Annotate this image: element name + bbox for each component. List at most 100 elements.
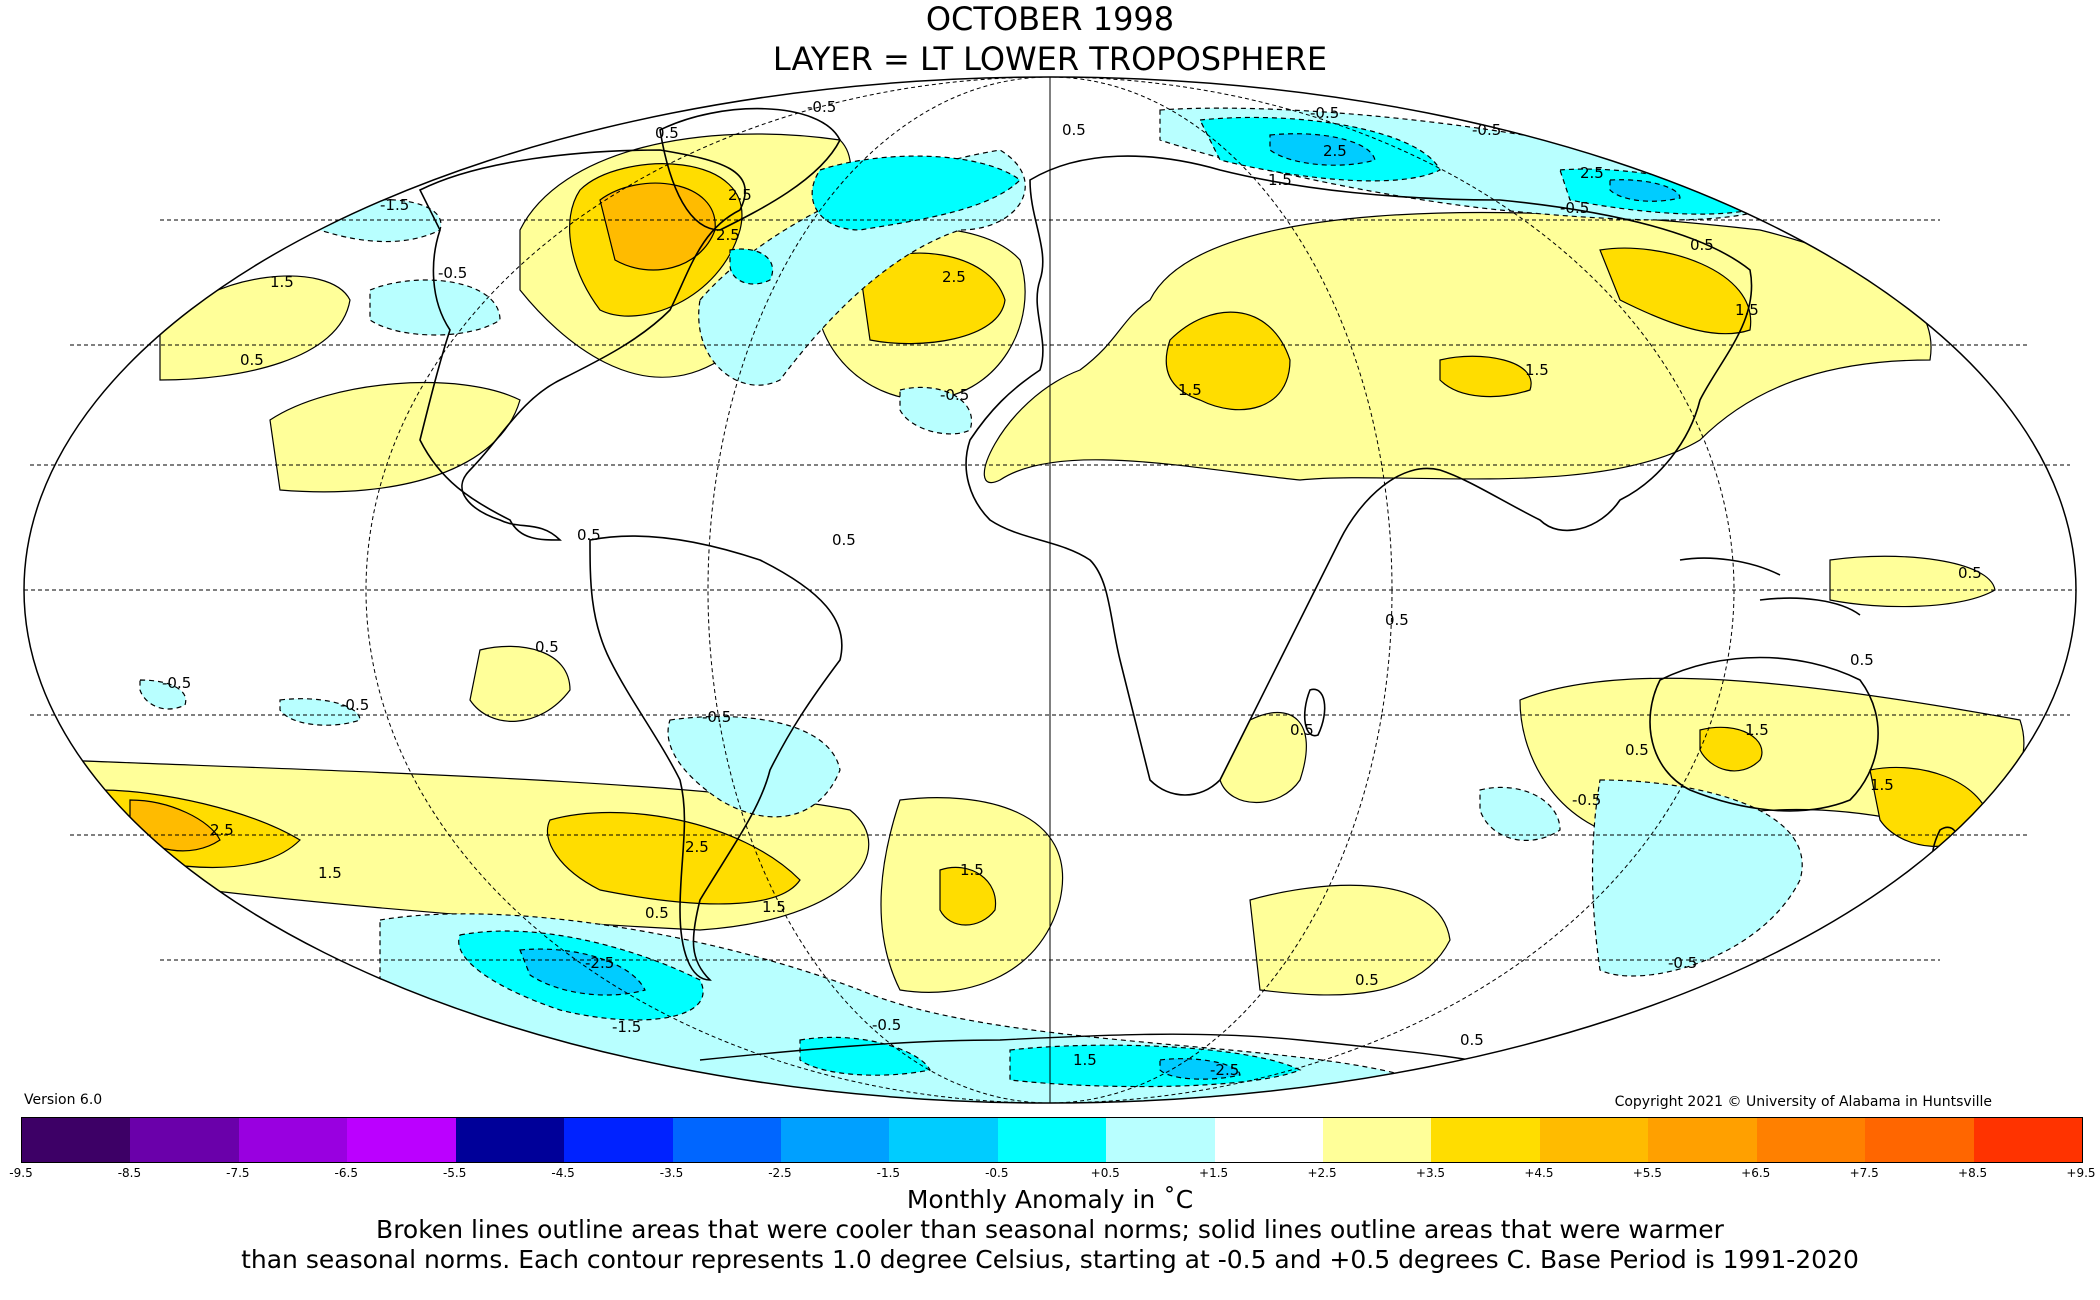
- contour-label: 0.5: [577, 526, 601, 544]
- explanation-text-line2: than seasonal norms. Each contour repres…: [241, 1245, 1859, 1274]
- contour-label: 1.5: [1870, 776, 1894, 794]
- meridian-line: [707, 76, 1393, 1104]
- contour-label: 0.5: [832, 531, 856, 549]
- contour-label: 1.5: [1525, 361, 1549, 379]
- cool-region-tropical-pacific: [279, 698, 361, 726]
- contour-label: 0.5: [1958, 564, 1982, 582]
- warm-core-australia: [1699, 726, 1763, 772]
- warm-core-middle-east: [1165, 311, 1291, 411]
- copyright-notice: Copyright 2021 © University of Alabama i…: [1614, 1094, 1992, 1110]
- color-scale-tick-label: +8.5: [1958, 1166, 1988, 1180]
- warm-core-tibet: [1439, 355, 1532, 398]
- meridian-line: [365, 76, 1735, 1104]
- contour-label: 0.5: [240, 351, 264, 369]
- contour-label: 0.5: [1460, 1031, 1484, 1049]
- explanation-text-line1: Broken lines outline areas that were coo…: [376, 1215, 1724, 1244]
- contour-label: 0.5: [1385, 611, 1409, 629]
- contour-label: 0.5: [645, 904, 669, 922]
- cool-peak-east-siberia: [1609, 179, 1681, 202]
- color-scale-tick-label: -8.5: [117, 1166, 142, 1180]
- warm-core-south-atlantic: [939, 866, 997, 926]
- globe-outline: [23, 76, 2077, 1104]
- contour-label: 1.5: [960, 861, 984, 879]
- warm-region-south-america: [469, 645, 571, 722]
- contour-label: -0.5: [807, 98, 836, 116]
- contour-label: -1.5: [380, 196, 409, 214]
- contour-label: 2.5: [685, 838, 709, 856]
- contour-label: 2.5: [942, 268, 966, 286]
- cool-region-east-atlantic: [899, 386, 973, 435]
- color-scale-tick-label: +9.5: [2066, 1166, 2096, 1180]
- color-scale-tick-label: +5.5: [1632, 1166, 1662, 1180]
- color-scale-tick-label: -6.5: [334, 1166, 358, 1180]
- color-scale-tick-label: +6.5: [1741, 1166, 1771, 1180]
- color-scale-cell: [1323, 1118, 1432, 1162]
- contour-label: -0.5: [1572, 791, 1601, 809]
- cool-core-north-atlantic: [811, 155, 1021, 231]
- south-america-outline: [589, 535, 843, 981]
- anomaly-map: -0.5 0.5 0.5 -0.5 2.5 1.5 -0.5 2.5 -0.5 …: [23, 76, 2077, 1104]
- contour-label: 0.5: [1355, 971, 1379, 989]
- color-scale-cell: [889, 1118, 998, 1162]
- contour-label: -0.5: [702, 708, 731, 726]
- map-title: OCTOBER 1998: [925, 0, 1175, 38]
- color-scale-tick-label: -1.5: [876, 1166, 901, 1180]
- contour-label: 1.5: [1745, 721, 1769, 739]
- color-scale-cell: [1648, 1118, 1757, 1162]
- color-scale-cell: [22, 1118, 131, 1162]
- contour-label: -1.5: [612, 1018, 641, 1036]
- color-scale-bar: [21, 1117, 2083, 1163]
- contour-label: -2.5: [585, 954, 614, 972]
- contour-label: 1.5: [762, 898, 786, 916]
- contour-label: 0.5: [1850, 651, 1874, 669]
- cool-region-northeast-pacific: [369, 279, 501, 336]
- north-america-outline: [418, 149, 746, 541]
- cool-region-south-indian: [1479, 786, 1561, 841]
- indonesia-outline: [1679, 557, 1861, 616]
- cool-region-south-america: [667, 715, 841, 818]
- contour-label: 1.5: [1735, 301, 1759, 319]
- color-scale-tick-label: -9.5: [9, 1166, 33, 1180]
- color-scale-cell: [347, 1118, 456, 1162]
- madagascar-outline: [1303, 688, 1326, 737]
- contour-label: 0.5: [1625, 741, 1649, 759]
- greenland-outline: [659, 107, 841, 231]
- color-scale-tick-label: -2.5: [768, 1166, 792, 1180]
- color-scale-cell: [997, 1118, 1107, 1162]
- contour-label: 0.5: [1690, 236, 1714, 254]
- contour-label: 0.5: [1062, 121, 1086, 139]
- cool-peak-siberia: [1269, 133, 1376, 166]
- cool-core-gulf: [729, 248, 774, 285]
- contour-label: 2.5: [716, 226, 740, 244]
- contour-label: 1.5: [270, 273, 294, 291]
- contour-labels: -0.5 0.5 0.5 -0.5 2.5 1.5 -0.5 2.5 -0.5 …: [162, 98, 1982, 1079]
- color-scale-cell: [455, 1118, 565, 1162]
- contour-label: 0.5: [1290, 721, 1314, 739]
- cool-anomaly-peaks: [519, 133, 1681, 1080]
- contour-label: -0.5: [1560, 199, 1589, 217]
- cool-peak-southern-ocean: [519, 948, 646, 996]
- warm-region-southern-africa: [1219, 711, 1307, 803]
- version-label: Version 6.0: [24, 1092, 103, 1108]
- color-scale-tick-label: +0.5: [1090, 1166, 1120, 1180]
- contour-label: -0.5: [872, 1016, 901, 1034]
- color-scale-tick-label: +3.5: [1415, 1166, 1446, 1180]
- warm-core-east-asia: [1599, 247, 1752, 335]
- color-scale-tick-label: -0.5: [985, 1166, 1009, 1180]
- contour-label: 0.5: [655, 124, 679, 142]
- color-scale-cell: [1756, 1118, 1866, 1162]
- color-scale-tick-label: -7.5: [226, 1166, 250, 1180]
- contour-label: -0.5: [162, 674, 191, 692]
- color-scale-tick-label: +2.5: [1307, 1166, 1337, 1180]
- color-scale-tick-label: -3.5: [659, 1166, 684, 1180]
- contour-label: -2.5: [1210, 1061, 1239, 1079]
- warm-region-south-indian: [1249, 884, 1451, 996]
- color-scale-tick-label: +1.5: [1199, 1166, 1229, 1180]
- color-scale-ticks: -9.5 -8.5 -7.5 -6.5 -5.5 -4.5 -3.5 -2.5 -1.5 -0.5…: [9, 1166, 2095, 1186]
- color-scale-tick-label: +7.5: [1849, 1166, 1879, 1180]
- contour-label: 1.5: [1178, 381, 1202, 399]
- contour-label: -0.5: [438, 264, 467, 282]
- color-scale-tick-label: -5.5: [442, 1166, 467, 1180]
- color-scale-tick-label: +4.5: [1524, 1166, 1554, 1180]
- color-scale-cell: [1539, 1118, 1649, 1162]
